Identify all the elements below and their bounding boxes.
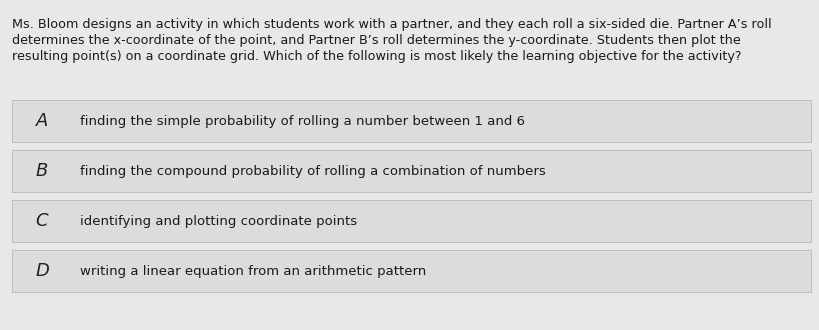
Text: writing a linear equation from an arithmetic pattern: writing a linear equation from an arithm…: [80, 265, 426, 278]
Text: A: A: [36, 112, 48, 130]
Bar: [12, 250, 811, 292]
Bar: [12, 150, 811, 192]
Text: C: C: [36, 212, 48, 230]
Text: identifying and plotting coordinate points: identifying and plotting coordinate poin…: [80, 214, 357, 227]
Text: D: D: [35, 262, 49, 280]
Text: resulting point(s) on a coordinate grid. Which of the following is most likely t: resulting point(s) on a coordinate grid.…: [12, 50, 741, 63]
Text: Ms. Bloom designs an activity in which students work with a partner, and they ea: Ms. Bloom designs an activity in which s…: [12, 18, 771, 31]
Text: finding the compound probability of rolling a combination of numbers: finding the compound probability of roll…: [80, 164, 545, 178]
Text: B: B: [36, 162, 48, 180]
Bar: [12, 100, 811, 142]
Text: determines the x-coordinate of the point, and Partner B’s roll determines the y-: determines the x-coordinate of the point…: [12, 34, 740, 47]
Bar: [12, 200, 811, 242]
Text: finding the simple probability of rolling a number between 1 and 6: finding the simple probability of rollin…: [80, 115, 525, 127]
